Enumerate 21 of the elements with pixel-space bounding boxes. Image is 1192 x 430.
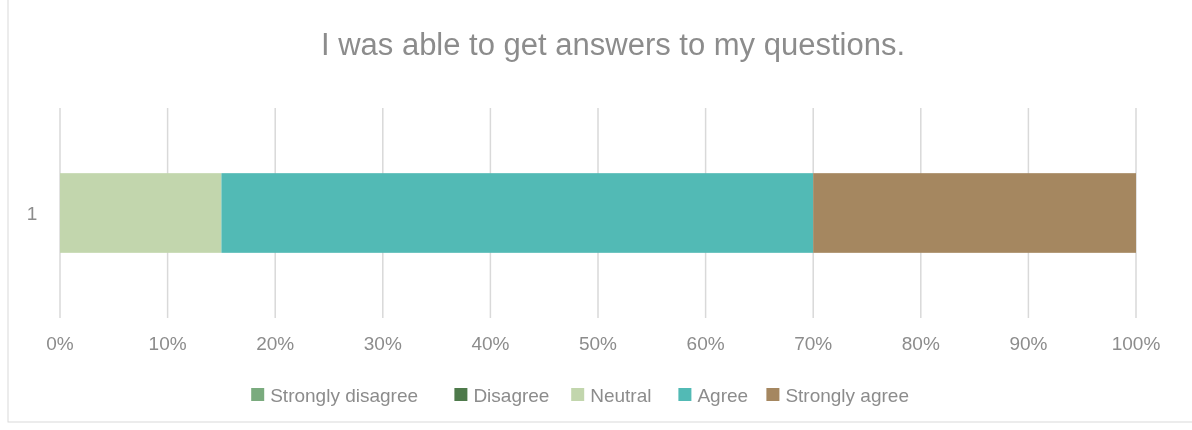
x-tick-label: 0% xyxy=(46,332,74,354)
x-tick-label: 80% xyxy=(901,332,940,354)
bar xyxy=(60,173,222,253)
x-tick-label: 70% xyxy=(794,332,833,354)
x-tick-label: 20% xyxy=(256,332,295,354)
x-tick-label: 10% xyxy=(148,332,187,354)
x-tick-label: 50% xyxy=(578,332,618,354)
legend-label: Disagree xyxy=(473,384,550,406)
x-tick-label: 60% xyxy=(686,332,725,354)
legend-label: Agree xyxy=(697,384,749,406)
bar xyxy=(813,173,1136,253)
legend-label: Strongly disagree xyxy=(270,384,419,406)
x-tick-label: 90% xyxy=(1009,332,1048,354)
legend-label: Strongly agree xyxy=(785,384,909,406)
x-tick-label: 30% xyxy=(363,332,402,354)
bar xyxy=(221,173,814,253)
legend-label: Neutral xyxy=(590,384,652,406)
x-tick-label: 40% xyxy=(471,332,510,354)
y-tick-label: 1 xyxy=(26,202,38,224)
chart-title: I was able to get answers to my questions. xyxy=(320,27,906,62)
x-tick-label: 100% xyxy=(1111,332,1161,354)
